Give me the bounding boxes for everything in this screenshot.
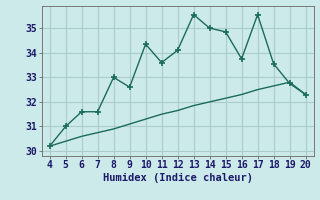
X-axis label: Humidex (Indice chaleur): Humidex (Indice chaleur) — [103, 173, 252, 183]
